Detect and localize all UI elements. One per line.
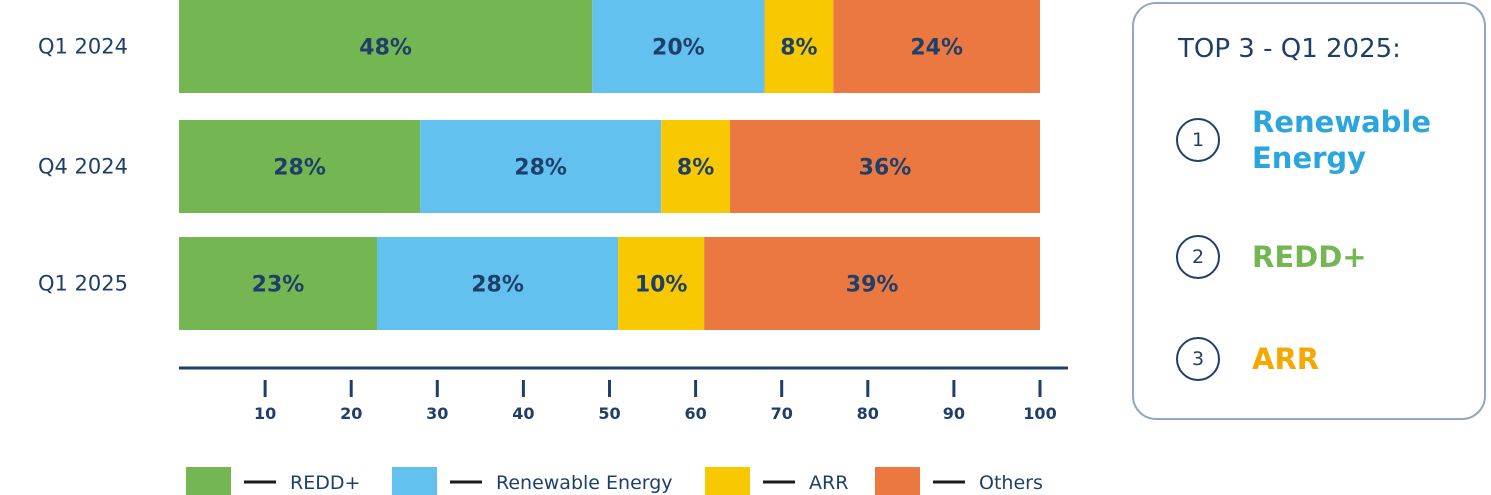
x-tick-label: 40 bbox=[512, 404, 534, 423]
x-tick-label: 10 bbox=[254, 404, 276, 423]
x-tick-label: 100 bbox=[1023, 404, 1056, 423]
category-label: Q1 2024 bbox=[38, 35, 128, 59]
bar-segment bbox=[618, 237, 705, 330]
category-label: Q4 2024 bbox=[38, 155, 128, 179]
bar-value-label: 8% bbox=[780, 36, 817, 61]
rank-3-name: ARR bbox=[1252, 342, 1320, 376]
x-tick-label: 80 bbox=[857, 404, 879, 423]
legend-swatch bbox=[392, 467, 437, 495]
rank-3-badge: 3 bbox=[1176, 337, 1220, 381]
legend-label: Renewable Energy bbox=[496, 472, 673, 494]
bar-value-label: 23% bbox=[252, 273, 305, 298]
bar-segment bbox=[764, 0, 834, 93]
legend-swatch bbox=[875, 467, 920, 495]
x-axis: 10 20 30 40 50 60 70 80 90 100 bbox=[179, 366, 1068, 423]
legend-label: REDD+ bbox=[290, 472, 360, 494]
x-tick-label: 90 bbox=[943, 404, 965, 423]
bar-value-label: 28% bbox=[273, 156, 326, 181]
legend-label: ARR bbox=[809, 472, 848, 494]
x-tick-label: 70 bbox=[771, 404, 793, 423]
bar-segment bbox=[179, 0, 593, 93]
bar-value-label: 28% bbox=[471, 273, 524, 298]
bar-value-label: 20% bbox=[652, 36, 705, 61]
bar-segment bbox=[377, 237, 619, 330]
bars: 48% 20% 8% 24% 28% 28% 8% 36% 23% 28% 10% 39% bbox=[179, 0, 1040, 330]
bar-segment bbox=[704, 237, 1040, 330]
bar-segment bbox=[592, 0, 765, 93]
x-tick-label: 60 bbox=[684, 404, 706, 423]
top3-panel: TOP 3 - Q1 2025: 1 Renewable Energy 2 RE… bbox=[1132, 2, 1486, 420]
x-tick-label: 50 bbox=[598, 404, 620, 423]
bar-segment bbox=[730, 120, 1040, 213]
x-tick-label: 30 bbox=[426, 404, 448, 423]
category-labels: Q1 2024 Q4 2024 Q1 2025 bbox=[38, 35, 128, 296]
rank-1-badge: 1 bbox=[1176, 118, 1220, 162]
rank-1-name: Renewable Energy bbox=[1252, 105, 1432, 175]
bar-value-label: 48% bbox=[359, 36, 412, 61]
legend-swatch bbox=[705, 467, 750, 495]
category-label: Q1 2025 bbox=[38, 272, 128, 296]
bar-segment bbox=[420, 120, 662, 213]
bar-value-label: 10% bbox=[635, 273, 688, 298]
bar-value-label: 39% bbox=[846, 273, 899, 298]
bar-value-label: 24% bbox=[910, 36, 963, 61]
bar-segment bbox=[179, 120, 421, 213]
legend: REDD+ Renewable Energy ARR Others bbox=[186, 467, 1043, 495]
stacked-bar-chart: Q1 2024 Q4 2024 Q1 2025 48% 20% 8% 24% 28% 28% 8… bbox=[38, 0, 1068, 495]
bar-value-label: 28% bbox=[514, 156, 567, 181]
rank-2-badge: 2 bbox=[1176, 235, 1220, 279]
bar-value-label: 36% bbox=[859, 156, 912, 181]
bar-segment bbox=[179, 237, 378, 330]
legend-swatch bbox=[186, 467, 231, 495]
bar-segment bbox=[661, 120, 731, 213]
top3-title: TOP 3 - Q1 2025: bbox=[1178, 34, 1401, 64]
bar-segment bbox=[833, 0, 1040, 93]
x-tick-label: 20 bbox=[340, 404, 362, 423]
legend-label: Others bbox=[979, 472, 1043, 494]
bar-value-label: 8% bbox=[677, 156, 714, 181]
rank-2-name: REDD+ bbox=[1252, 240, 1367, 274]
